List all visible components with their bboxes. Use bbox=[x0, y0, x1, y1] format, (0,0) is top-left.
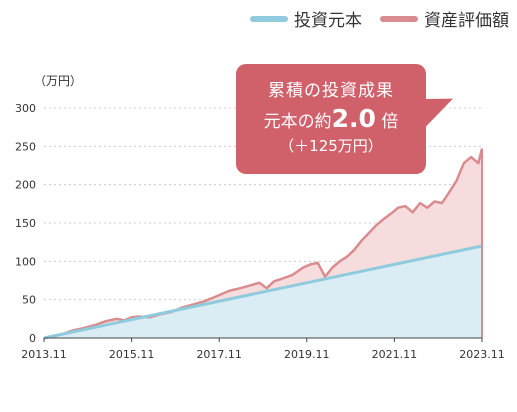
legend-label-assets: 資産評価額 bbox=[424, 11, 509, 31]
y-tick-label: 250 bbox=[15, 140, 36, 153]
callout-line2-post: 倍 bbox=[381, 112, 399, 132]
x-tick-label: 2015.11 bbox=[109, 348, 155, 361]
y-tick-label: 150 bbox=[15, 217, 36, 230]
legend: 投資元本 資産評価額 bbox=[232, 6, 509, 31]
y-tick-label: 50 bbox=[22, 294, 36, 307]
callout-line2: 元本の約2.0 倍 bbox=[236, 104, 426, 133]
y-tick-label: 300 bbox=[15, 102, 36, 115]
x-tick-label: 2017.11 bbox=[196, 348, 242, 361]
x-tick-label: 2023.11 bbox=[459, 348, 505, 361]
x-tick-label: 2013.11 bbox=[21, 348, 67, 361]
y-tick-label: 100 bbox=[15, 255, 36, 268]
assets-line bbox=[43, 148, 484, 340]
callout-line1: 累積の投資成果 bbox=[268, 81, 394, 101]
y-tick-labels: 0 50 100 150 200 250 300 bbox=[15, 102, 36, 345]
legend-swatch-assets bbox=[380, 15, 418, 22]
y-tick-label: 200 bbox=[15, 179, 36, 192]
legend-item-assets: 資産評価額 bbox=[380, 6, 509, 31]
x-tick-labels: 2013.11 2015.11 2017.11 2019.11 2021.11 2023.… bbox=[21, 338, 505, 361]
principal-line bbox=[43, 244, 483, 340]
callout-box: 累積の投資成果 元本の約2.0 倍 （＋125万円） bbox=[236, 64, 426, 174]
x-tick-label: 2019.11 bbox=[284, 348, 330, 361]
legend-swatch-principal bbox=[250, 15, 288, 22]
y-tick-label: 0 bbox=[29, 332, 36, 345]
callout-line3: （＋125万円） bbox=[279, 137, 383, 155]
callout-multiplier: 2.0 bbox=[331, 104, 376, 133]
y-axis-unit-label: （万円） bbox=[34, 74, 83, 88]
legend-label-principal: 投資元本 bbox=[294, 11, 362, 31]
legend-item-principal: 投資元本 bbox=[250, 6, 362, 31]
callout-line2-pre: 元本の約 bbox=[263, 112, 332, 132]
x-tick-label: 2021.11 bbox=[372, 348, 418, 361]
